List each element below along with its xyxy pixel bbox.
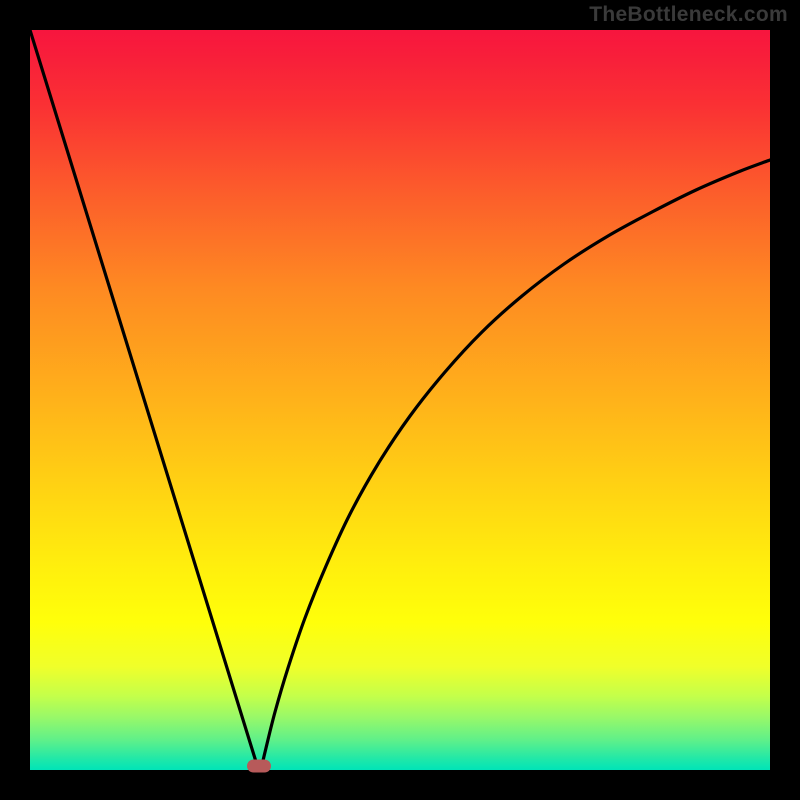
plot-svg <box>30 30 770 770</box>
chart-frame: TheBottleneck.com <box>0 0 800 800</box>
source-label: TheBottleneck.com <box>589 3 788 27</box>
min-marker <box>247 760 271 773</box>
plot-area <box>30 30 770 770</box>
